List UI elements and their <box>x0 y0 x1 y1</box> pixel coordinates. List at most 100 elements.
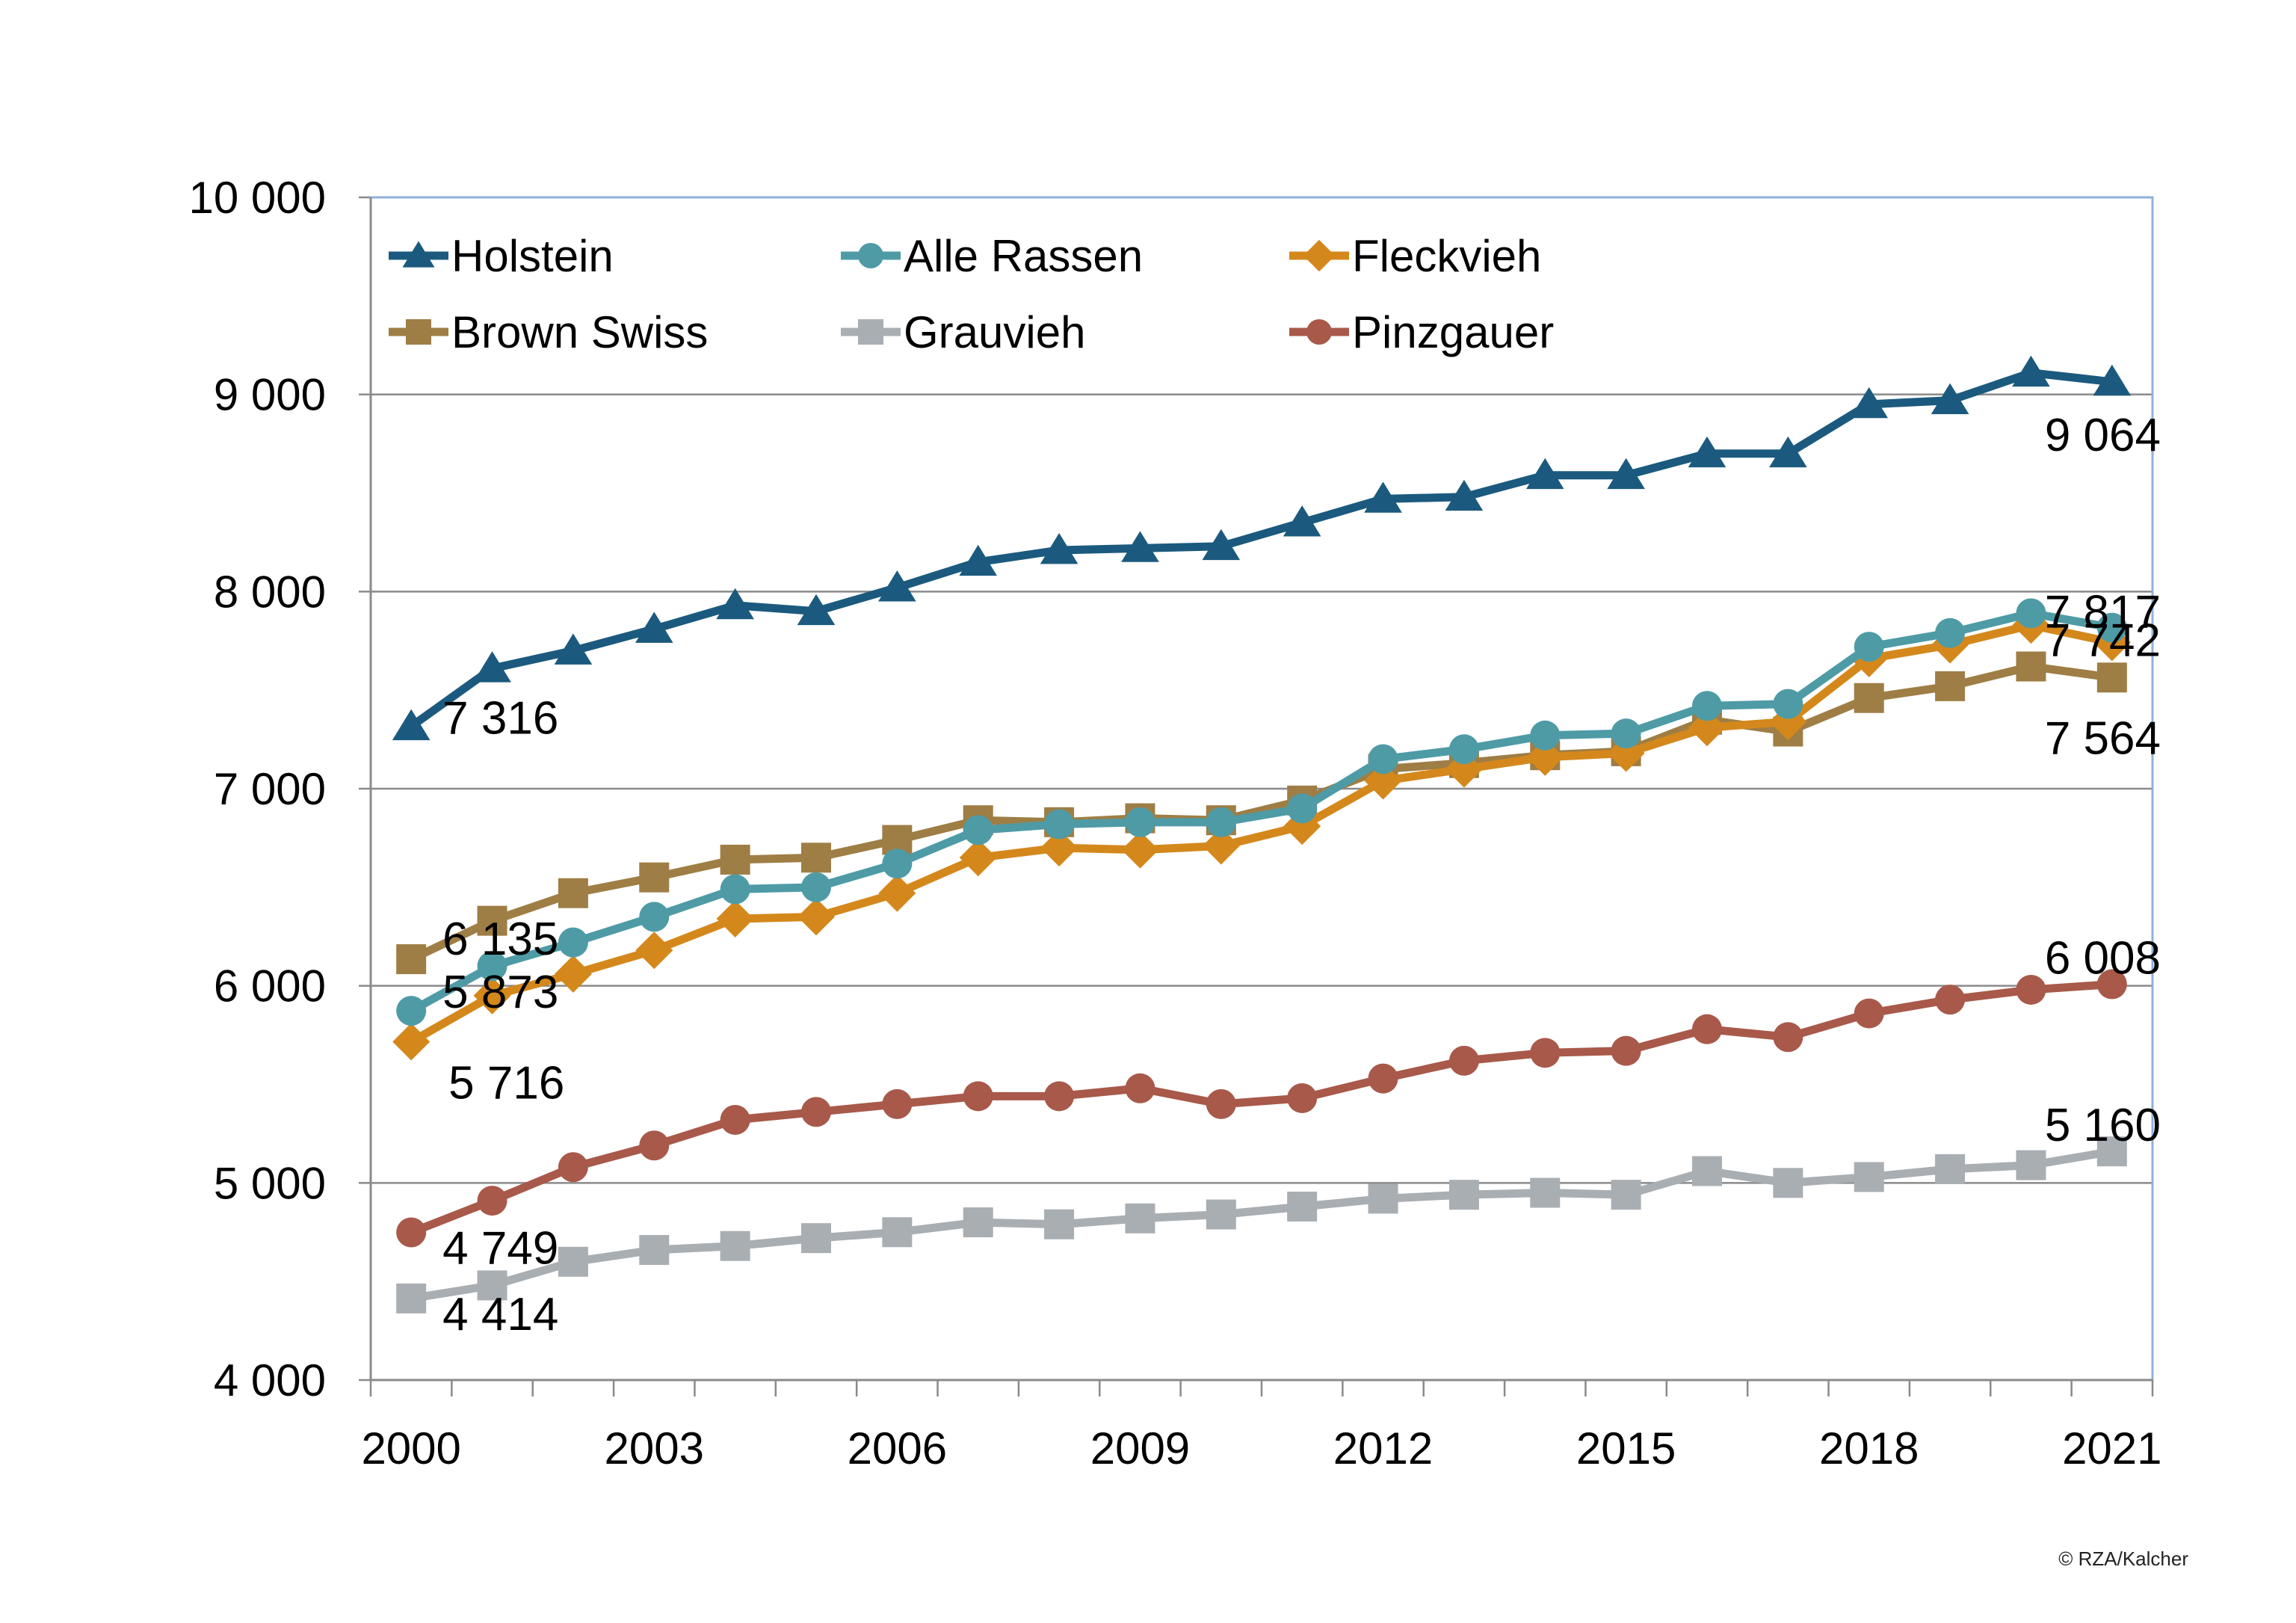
data-point-pinzgauer <box>2016 974 2046 1005</box>
legend-item-fleckvieh: Fleckvieh <box>1289 231 1541 281</box>
series-line-pinzgauer <box>410 980 2113 1237</box>
legend-marker <box>858 243 883 268</box>
data-point-brown-swiss <box>2096 662 2127 693</box>
data-point-grauvieh <box>396 1283 427 1314</box>
data-point-grauvieh <box>639 1234 670 1265</box>
credit-text: © RZA/Kalcher <box>2058 1547 2188 1570</box>
data-point-holstein <box>797 594 836 626</box>
data-point-fleckvieh <box>1040 829 1078 867</box>
legend-label: Brown Swiss <box>451 307 708 357</box>
data-label: 4 414 <box>442 1289 558 1340</box>
data-point-grauvieh <box>1287 1191 1318 1222</box>
data-point-brown-swiss <box>1935 671 1966 701</box>
data-point-alle-rassen <box>1044 809 1075 840</box>
data-point-alle-rassen <box>2016 598 2046 629</box>
series-grauvieh <box>396 1136 2127 1314</box>
data-point-pinzgauer <box>639 1130 670 1161</box>
data-point-alle-rassen <box>1368 744 1398 774</box>
data-point-grauvieh <box>801 1223 831 1254</box>
data-label: 7 817 <box>2045 587 2161 638</box>
data-point-brown-swiss <box>639 862 670 893</box>
data-point-alle-rassen <box>1773 689 1803 719</box>
data-point-grauvieh <box>963 1207 993 1238</box>
data-point-fleckvieh <box>1526 738 1564 776</box>
legend-marker <box>1306 319 1332 345</box>
data-point-alle-rassen <box>2096 612 2127 643</box>
data-point-alle-rassen <box>882 849 913 879</box>
data-point-pinzgauer <box>1692 1014 1722 1044</box>
data-point-fleckvieh <box>1121 831 1159 869</box>
data-point-grauvieh <box>558 1246 588 1277</box>
legend-marker <box>406 319 431 345</box>
series-alle-rassen <box>396 598 2127 1026</box>
data-point-pinzgauer <box>477 1186 507 1216</box>
data-point-grauvieh <box>2096 1136 2127 1167</box>
data-point-holstein <box>1283 505 1321 537</box>
data-point-alle-rassen <box>720 874 750 905</box>
data-point-pinzgauer <box>1530 1038 1561 1068</box>
data-point-grauvieh <box>1044 1209 1075 1239</box>
data-point-holstein <box>392 709 430 741</box>
data-point-pinzgauer <box>1206 1088 1236 1119</box>
data-point-grauvieh <box>1611 1180 1641 1210</box>
x-tick-label: 2009 <box>1090 1423 1190 1473</box>
data-point-pinzgauer <box>1044 1081 1075 1112</box>
data-point-fleckvieh <box>554 955 592 993</box>
legend-label: Pinzgauer <box>1352 307 1554 357</box>
data-label: 5 160 <box>2045 1100 2161 1151</box>
data-point-pinzgauer <box>1448 1045 1479 1076</box>
data-point-alle-rassen <box>1448 734 1479 765</box>
data-point-grauvieh <box>1368 1183 1398 1214</box>
data-point-grauvieh <box>720 1231 750 1261</box>
data-point-fleckvieh <box>473 976 511 1014</box>
data-label: 9 064 <box>2045 410 2161 461</box>
legend-item-holstein: Holstein <box>389 231 614 281</box>
data-point-holstein <box>1607 458 1645 490</box>
data-point-fleckvieh <box>635 931 673 970</box>
data-point-fleckvieh <box>716 900 754 938</box>
data-point-holstein <box>959 544 998 576</box>
data-point-pinzgauer <box>882 1088 913 1119</box>
data-point-alle-rassen <box>801 872 831 902</box>
data-point-alle-rassen <box>396 996 427 1026</box>
data-point-holstein <box>2012 355 2050 387</box>
series-line-fleckvieh <box>409 620 2113 1046</box>
data-point-pinzgauer <box>801 1097 831 1127</box>
legend-marker <box>1303 239 1336 272</box>
legend-item-brown-swiss: Brown Swiss <box>389 307 708 357</box>
data-point-alle-rassen <box>1935 618 1966 648</box>
x-tick-label: 2018 <box>1819 1423 1919 1473</box>
data-point-holstein <box>716 588 754 620</box>
data-point-grauvieh <box>1206 1199 1236 1230</box>
data-point-holstein <box>1445 479 1484 511</box>
data-point-pinzgauer <box>1125 1073 1155 1103</box>
data-point-grauvieh <box>1773 1168 1803 1198</box>
data-point-brown-swiss <box>801 843 831 873</box>
data-point-grauvieh <box>1692 1156 1722 1186</box>
data-point-alle-rassen <box>1530 720 1561 751</box>
data-point-grauvieh <box>2016 1150 2046 1180</box>
axes <box>359 196 2154 1396</box>
data-point-holstein <box>554 633 593 665</box>
data-point-grauvieh <box>1935 1154 1966 1184</box>
data-labels: 7 316 9 064 5 873 7 817 5 716 7 742 6 135 7 564… <box>442 410 2161 1340</box>
data-label: 7 564 <box>2045 712 2161 764</box>
series-line-grauvieh <box>410 1147 2113 1303</box>
data-point-fleckvieh <box>797 898 835 936</box>
data-point-pinzgauer <box>1773 1022 1803 1053</box>
x-tick-label: 2021 <box>2062 1423 2161 1473</box>
data-point-pinzgauer <box>1368 1063 1398 1094</box>
data-point-brown-swiss <box>2016 651 2046 682</box>
data-point-fleckvieh <box>959 839 997 877</box>
x-tick-label: 2015 <box>1576 1423 1676 1473</box>
data-point-brown-swiss <box>1854 683 1884 713</box>
data-point-holstein <box>1688 436 1726 468</box>
data-point-alle-rassen <box>1854 632 1884 662</box>
data-point-holstein <box>1769 436 1807 468</box>
y-tick-labels: 4 000 5 000 6 000 7 000 8 000 9 000 10 000 <box>188 173 326 1405</box>
data-point-pinzgauer <box>2096 969 2127 1000</box>
data-point-pinzgauer <box>963 1081 993 1112</box>
data-point-alle-rassen <box>1692 691 1722 721</box>
data-point-holstein <box>635 612 673 643</box>
